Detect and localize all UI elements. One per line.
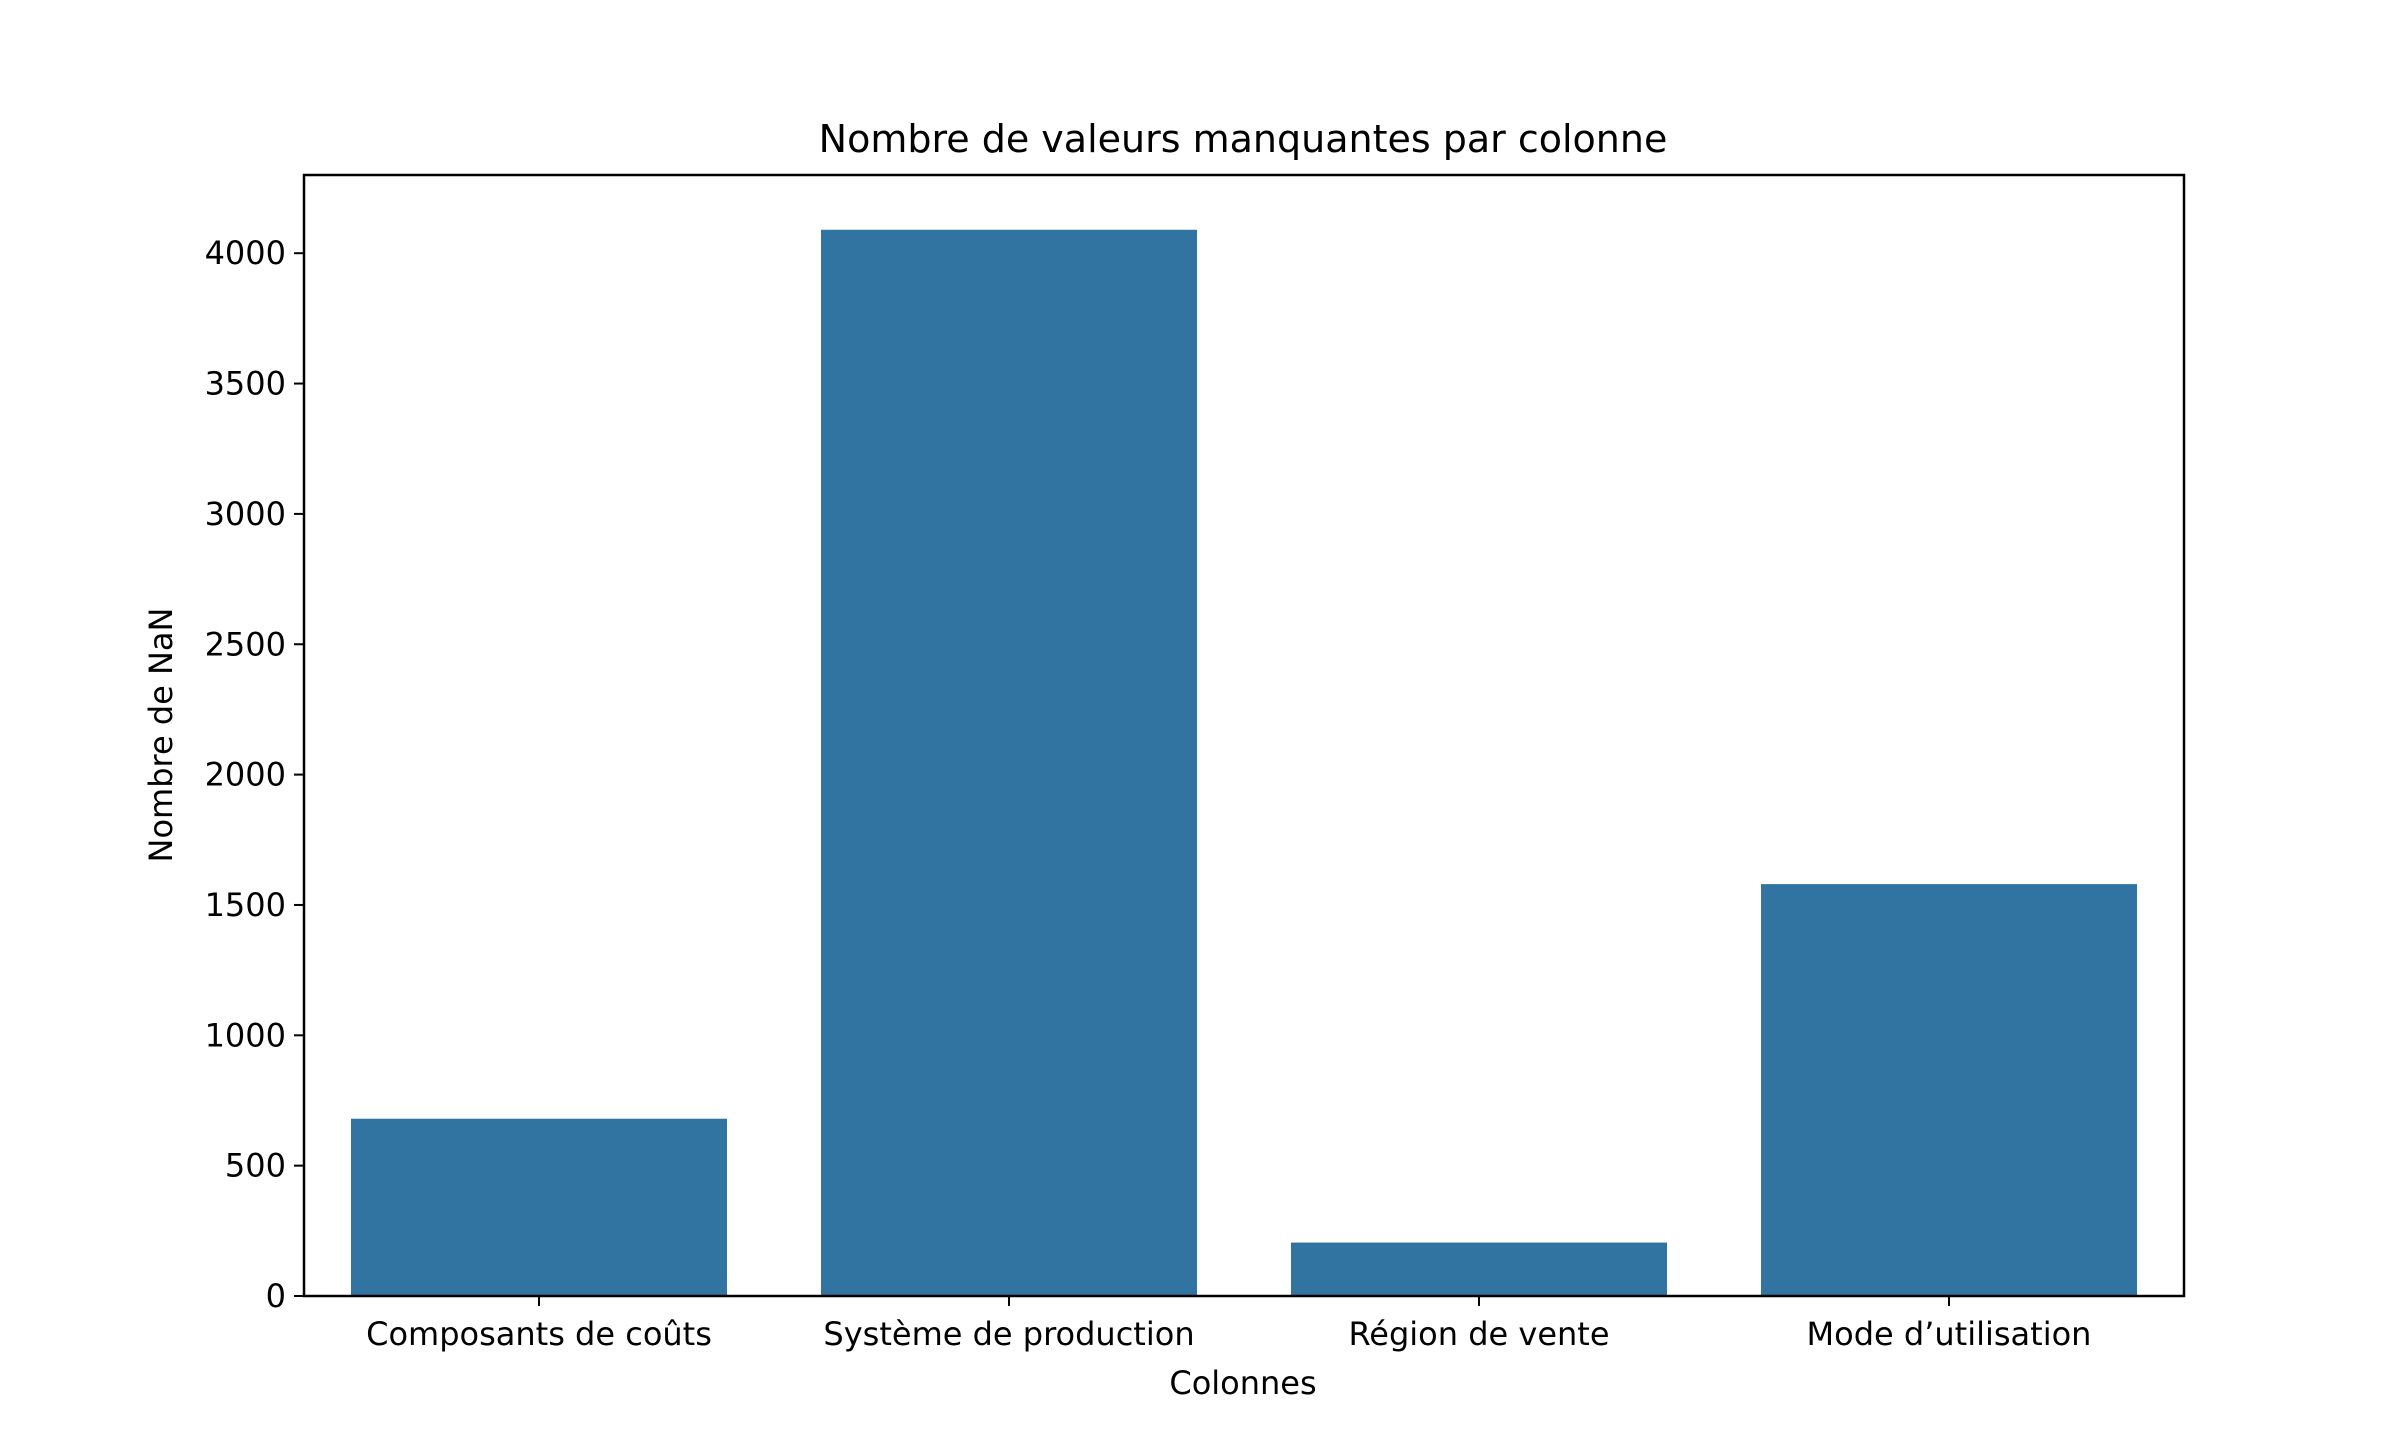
x-tick-label: Mode d’utilisation: [1807, 1315, 2092, 1353]
y-tick-label: 2500: [205, 625, 286, 663]
chart-title: Nombre de valeurs manquantes par colonne: [819, 117, 1668, 161]
y-tick-label: 1500: [205, 886, 286, 924]
bar-0: [351, 1119, 727, 1296]
y-tick-label: 1000: [205, 1016, 286, 1054]
y-axis-label: Nombre de NaN: [142, 608, 180, 863]
x-tick-label: Système de production: [823, 1315, 1194, 1353]
y-tick-label: 0: [266, 1277, 286, 1315]
bar-3: [1761, 884, 2137, 1296]
x-tick-label: Région de vente: [1348, 1315, 1609, 1353]
y-tick-label: 4000: [205, 234, 286, 272]
y-tick-label: 3500: [205, 365, 286, 403]
x-axis-label: Colonnes: [1169, 1364, 1316, 1402]
x-tick-label: Composants de coûts: [366, 1315, 712, 1353]
bar-1: [821, 230, 1197, 1296]
y-tick-label: 3000: [205, 495, 286, 533]
y-tick-label: 500: [225, 1147, 286, 1185]
y-tick-label: 2000: [205, 756, 286, 794]
bar-2: [1291, 1243, 1667, 1296]
